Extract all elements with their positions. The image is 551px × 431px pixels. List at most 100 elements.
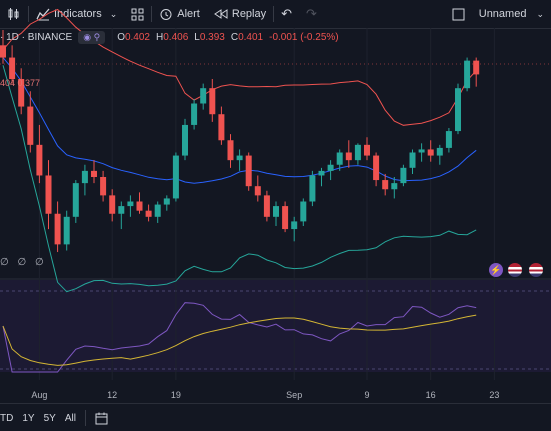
replay-icon: [213, 7, 228, 21]
time-axis-label: 23: [489, 390, 500, 400]
candle-body: [145, 210, 152, 217]
candle-body: [72, 183, 79, 217]
alert-button[interactable]: Alert: [152, 0, 207, 28]
low-value: 0.393: [199, 32, 225, 43]
time-axis-label: 19: [170, 390, 181, 400]
candle-body: [373, 155, 380, 181]
candle-body: [9, 57, 16, 79]
alert-label: Alert: [177, 8, 200, 20]
rsi-line: [2, 302, 477, 373]
candle-body: [236, 155, 243, 161]
bottom-toolbar: TD 1Y 5Y All: [0, 403, 551, 431]
calendar-icon[interactable]: [95, 412, 108, 425]
square-icon: [452, 8, 465, 21]
bollinger-values: 404 0.377: [0, 78, 41, 88]
candle-body: [400, 167, 407, 184]
layout-toggle[interactable]: [445, 0, 472, 28]
lightning-icon[interactable]: ⚡: [489, 263, 503, 277]
candle-body: [163, 198, 170, 205]
candle-body: [0, 45, 6, 58]
layout-name-button[interactable]: Unnamed ⌄: [472, 0, 551, 28]
legend-eye-icon[interactable]: ◉ ⚲: [78, 31, 106, 44]
us-flag-icon[interactable]: [529, 263, 543, 277]
bollinger-lower-line: [2, 65, 477, 293]
time-axis-label: 16: [425, 390, 436, 400]
candle-body: [182, 124, 188, 156]
change-value: -0.001 (-0.25%): [269, 32, 339, 43]
redo-button[interactable]: ↷: [299, 0, 324, 28]
candle-body: [127, 201, 134, 207]
candle-body: [364, 144, 370, 156]
close-value: 0.401: [238, 32, 264, 43]
time-axis-label: Sep: [286, 390, 303, 400]
symbol-legend: · 1D · BINANCE ◉ ⚲ O0.402 H0.406 L0.393 …: [0, 31, 339, 44]
candles-icon: [7, 7, 21, 21]
candle-body: [455, 88, 461, 132]
symbol-label[interactable]: · 1D · BINANCE: [0, 32, 73, 43]
bollinger-basis-line: [2, 57, 477, 184]
candle-body: [254, 186, 261, 196]
us-flag-icon[interactable]: [508, 263, 522, 277]
candle-body: [464, 60, 471, 89]
candle-body: [336, 152, 343, 165]
time-axis-label: 9: [364, 390, 370, 400]
open-value: 0.402: [124, 32, 150, 43]
bollinger-upper-line: [2, 8, 477, 126]
alarm-clock-icon: [159, 7, 173, 21]
candle-body: [445, 131, 452, 148]
candle-body: [273, 206, 279, 217]
candle-body: [263, 195, 270, 217]
ohlc-high: H0.406: [156, 32, 188, 43]
toolbar-divider: [84, 410, 86, 426]
candle-body: [63, 216, 70, 245]
candle-body: [18, 79, 25, 107]
candle-body: [354, 144, 361, 161]
candle-body: [209, 88, 216, 115]
candle-body: [218, 114, 225, 141]
candle-body: [291, 221, 298, 230]
rsi-pane-background: [0, 280, 551, 372]
templates-button[interactable]: [124, 0, 151, 28]
candle-body: [118, 206, 125, 214]
undo-button[interactable]: ↶: [274, 0, 299, 28]
candle-body: [154, 204, 161, 217]
high-value: 0.406: [163, 32, 189, 43]
candle-body: [427, 149, 434, 156]
undo-icon: ↶: [281, 6, 293, 21]
candle-body: [27, 106, 34, 145]
chevron-down-icon: ⌄: [536, 8, 544, 19]
low-label: L: [194, 32, 200, 43]
candle-body: [45, 175, 52, 214]
candle-body: [100, 177, 107, 196]
candle-body: [473, 60, 480, 75]
top-toolbar: Indicators ⌄ Alert Replay ↶ ↷ Unnamed ⌄: [0, 0, 551, 29]
replay-button[interactable]: Replay: [207, 0, 273, 28]
candle-body: [200, 88, 207, 104]
candle-body: [54, 213, 61, 245]
range-td-button[interactable]: TD: [0, 412, 14, 424]
time-axis-label: 12: [107, 390, 118, 400]
candle-body: [300, 201, 307, 222]
close-label: C: [230, 32, 239, 43]
open-label: O: [117, 32, 125, 43]
layout-name: Unnamed: [478, 8, 527, 20]
redo-icon: ↷: [306, 6, 317, 21]
replay-label: Replay: [231, 8, 267, 20]
candle-body: [436, 147, 443, 156]
indicator-pane-label[interactable]: ∅ ∅ ∅: [0, 257, 47, 268]
range-all-button[interactable]: All: [64, 412, 76, 424]
candle-body: [391, 183, 398, 190]
candle-body: [191, 103, 198, 125]
candle-body: [345, 152, 352, 161]
high-label: H: [156, 32, 164, 43]
toolbar-divider: [273, 6, 275, 22]
ohlc-close: C0.401: [231, 32, 263, 43]
time-axis-label: Aug: [31, 390, 48, 400]
chevron-down-icon: ⌄: [109, 8, 118, 19]
range-5y-button[interactable]: 5Y: [43, 412, 56, 424]
candle-body: [409, 152, 416, 168]
chart-type-button[interactable]: [0, 0, 28, 28]
range-1y-button[interactable]: 1Y: [22, 412, 35, 424]
candle-body: [136, 201, 143, 211]
